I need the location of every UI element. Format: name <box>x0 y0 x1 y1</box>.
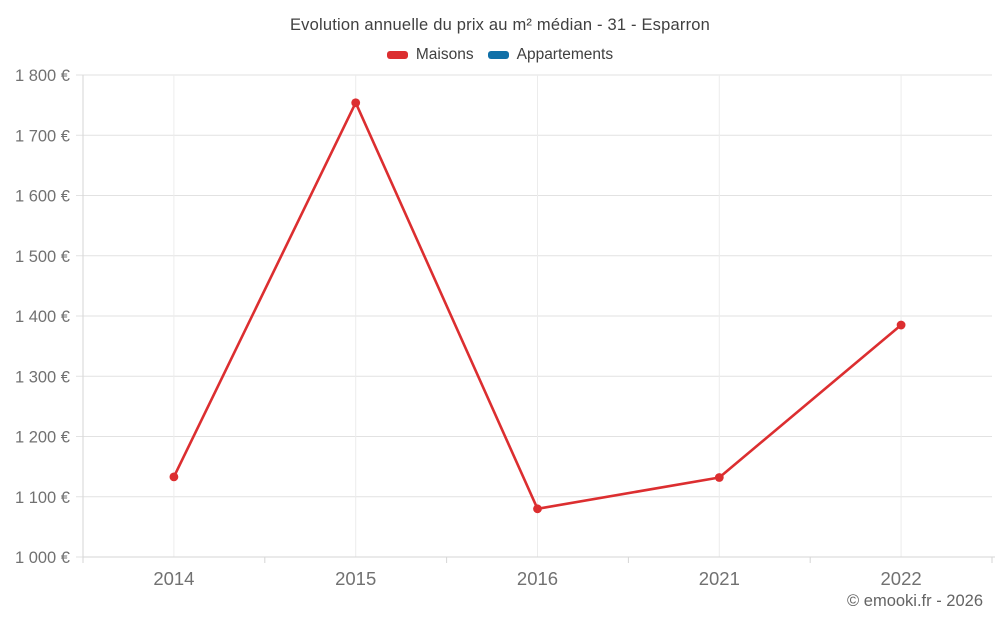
svg-text:1 700 €: 1 700 € <box>15 127 70 145</box>
legend-item-appartements[interactable]: Appartements <box>487 46 614 64</box>
svg-text:2021: 2021 <box>699 568 740 589</box>
legend-label-appartements: Appartements <box>516 46 614 63</box>
legend-label-maisons: Maisons <box>415 46 474 63</box>
svg-text:1 600 €: 1 600 € <box>15 188 70 206</box>
svg-text:1 800 €: 1 800 € <box>15 67 70 85</box>
svg-text:2022: 2022 <box>881 568 922 589</box>
svg-text:2016: 2016 <box>517 568 558 589</box>
svg-text:1 300 €: 1 300 € <box>15 368 70 386</box>
legend-item-maisons[interactable]: Maisons <box>386 46 474 64</box>
svg-text:1 000 €: 1 000 € <box>15 549 70 567</box>
maisons-series-swatch-icon <box>386 51 408 59</box>
chart-title: Evolution annuelle du prix au m² médian … <box>289 16 711 34</box>
svg-text:1 400 €: 1 400 € <box>15 308 70 326</box>
appartements-series-swatch-icon <box>487 51 509 59</box>
svg-text:2015: 2015 <box>335 568 376 589</box>
copyright: © emooki.fr - 2026 <box>847 592 983 610</box>
svg-text:1 500 €: 1 500 € <box>15 248 70 266</box>
svg-text:1 100 €: 1 100 € <box>15 489 70 507</box>
svg-text:2014: 2014 <box>153 568 194 589</box>
legend: Maisons Appartements <box>0 45 1000 65</box>
svg-text:1 200 €: 1 200 € <box>15 429 70 447</box>
